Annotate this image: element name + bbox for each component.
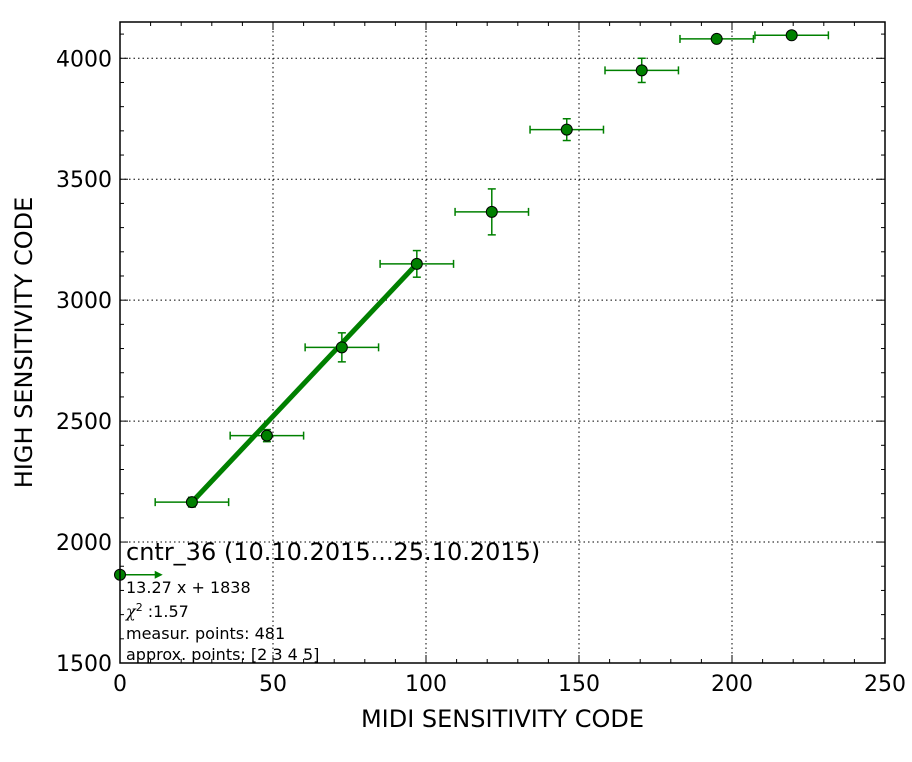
x-error-arrow	[154, 570, 163, 579]
data-point-group	[154, 496, 230, 509]
data-point	[485, 205, 498, 218]
annotation-equation: 13.27 x + 1838	[126, 578, 251, 597]
data-point-group	[604, 57, 680, 84]
data-point	[335, 341, 348, 354]
x-tick-label: 0	[113, 672, 127, 697]
x-tick-label: 250	[864, 672, 906, 697]
data-point-group	[454, 188, 530, 236]
data-point	[560, 123, 573, 136]
data-point-group	[679, 32, 755, 45]
data-point-group	[229, 428, 305, 443]
fit-line-group	[190, 262, 419, 504]
annotation-measur-points: measur. points: 481	[126, 624, 285, 643]
y-tick-label: 1500	[56, 652, 112, 677]
data-point	[635, 64, 648, 77]
y-tick-label: 3500	[56, 168, 112, 193]
y-tick-label: 2500	[56, 410, 112, 435]
y-tick-label: 3000	[56, 289, 112, 314]
data-point-group	[379, 249, 455, 278]
data-point	[410, 257, 423, 270]
chi-value: :1.57	[143, 602, 189, 621]
x-tick-label: 100	[405, 672, 447, 697]
x-tick-label: 150	[558, 672, 600, 697]
tick-labels: 0 50 100 150 200 250 1500 2000 2500 3000 3500 4000	[56, 47, 906, 697]
annotation-chi-square: χ2 :1.57	[125, 601, 189, 622]
chi-symbol: χ	[125, 602, 137, 621]
y-tick-label: 2000	[56, 531, 112, 556]
data-point-group	[304, 332, 380, 363]
data-point-group	[529, 118, 605, 142]
annotation-title: cntr_36 (10.10.2015...25.10.2015)	[126, 538, 540, 566]
annotation-approx-points: approx. points: [2 3 4 5]	[126, 645, 319, 664]
data-point	[185, 496, 198, 509]
ticks	[119, 22, 886, 664]
y-tick-label: 4000	[56, 47, 112, 72]
x-axis-label: MIDI SENSITIVITY CODE	[361, 705, 644, 733]
x-tick-label: 50	[259, 672, 287, 697]
grid	[120, 22, 885, 663]
data-points	[114, 29, 830, 581]
data-point	[260, 429, 273, 442]
fit-annotation: cntr_36 (10.10.2015...25.10.2015) 13.27 …	[125, 538, 540, 664]
y-axis-label: HIGH SENSITIVITY CODE	[10, 197, 38, 489]
data-point	[710, 32, 723, 45]
fit-line	[190, 262, 419, 504]
plot-frame	[119, 21, 886, 664]
data-point	[785, 29, 798, 42]
x-tick-label: 200	[711, 672, 753, 697]
data-point-group	[754, 29, 830, 42]
chi-superscript: 2	[136, 601, 143, 614]
